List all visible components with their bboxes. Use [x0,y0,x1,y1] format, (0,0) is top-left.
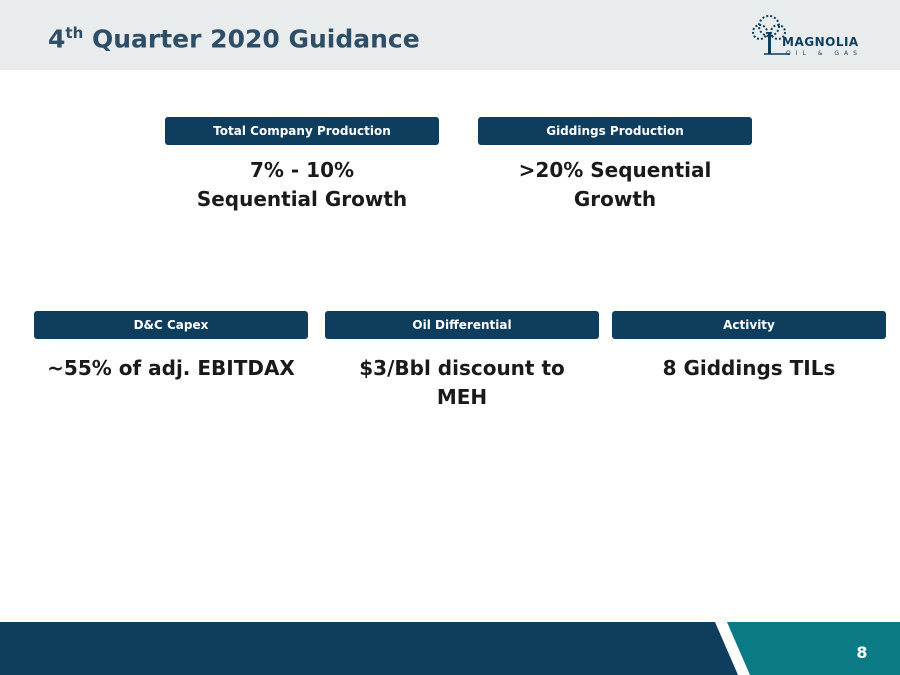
card-value: 7% - 10% Sequential Growth [196,158,408,211]
logo-name: MAGNOLIA [782,35,859,49]
header-band [0,0,900,70]
card-value: 8 Giddings TILs [662,356,836,380]
card-label: Activity [612,311,886,339]
footer-band [0,622,900,675]
card-label: Giddings Production [478,117,752,145]
title-suffix: th [65,24,84,42]
card-label: D&C Capex [34,311,308,339]
card-value: >20% Sequential Growth [518,158,712,211]
card-label: Total Company Production [165,117,439,145]
card-value: $3/Bbl discount to MEH [359,356,565,409]
title-text: Quarter 2020 Guidance [91,24,420,54]
card-label: Oil Differential [325,311,599,339]
logo-icon [752,15,790,55]
title-number: 4 [48,24,66,54]
logo-tagline: OIL & GAS [786,50,862,57]
card-value: ~55% of adj. EBITDAX [47,356,295,380]
slide-title: 4th Quarter 2020 Guidance [48,24,420,53]
page-number: 8 [856,643,868,662]
